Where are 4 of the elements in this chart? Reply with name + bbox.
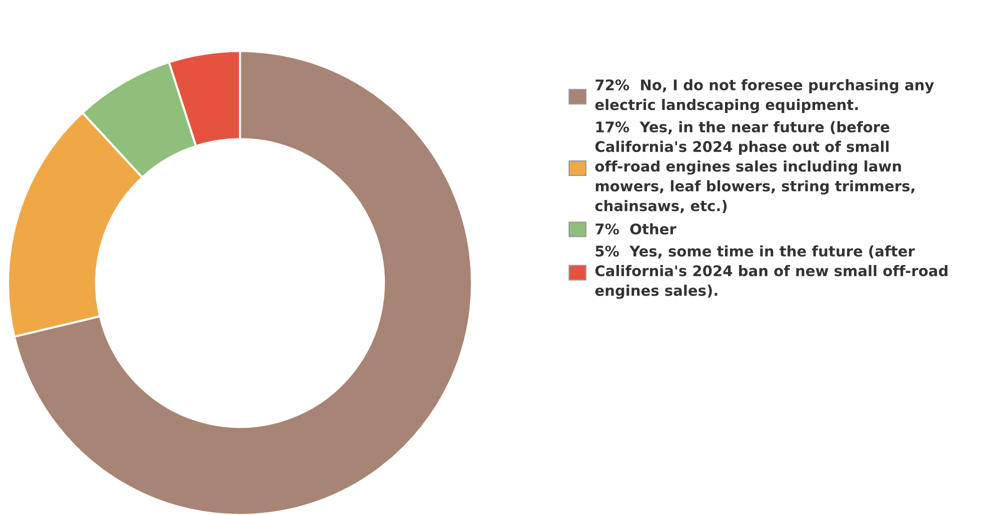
legend-label: 72% No, I do not foresee purchasing any electric landscaping equipment. (595, 79, 934, 114)
legend-label: 7% Other (596, 223, 676, 235)
legend-label: 17% Yes, in the near future (before California's 2024 phase out of small off-road engines sales including lawn mowers, leaf blowers, string trimmers, chainsaws, etc.) (595, 121, 914, 214)
legend-label: 5% Yes, some time in the future (after California's 2024 ban of new small off-road engines sales). (595, 245, 948, 299)
